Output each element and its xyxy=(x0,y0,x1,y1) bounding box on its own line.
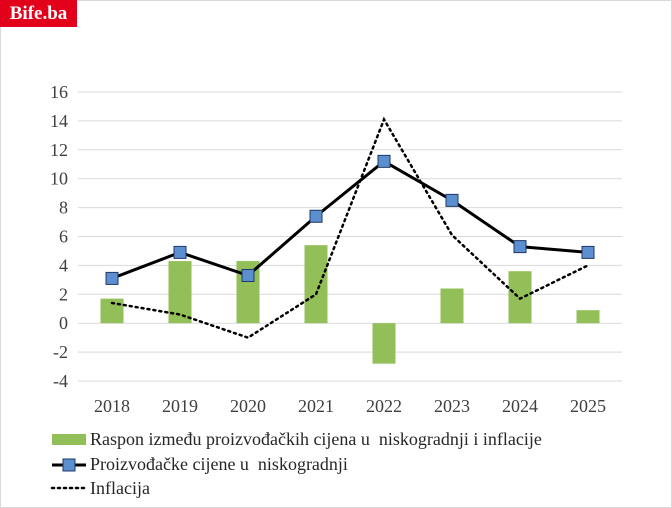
producer-prices-line xyxy=(111,159,589,280)
y-tick-label: 0 xyxy=(59,313,68,333)
y-tick-label: 16 xyxy=(50,82,68,102)
bar xyxy=(372,323,396,364)
producer-prices-point xyxy=(445,193,459,207)
y-tick-label: 12 xyxy=(50,140,68,160)
legend-label: Raspon između proizvođačkih cijena u nis… xyxy=(90,429,542,449)
x-tick-label: 2025 xyxy=(570,396,606,416)
line-series xyxy=(105,116,595,340)
y-tick-label: 4 xyxy=(59,255,68,275)
y-tick-label: 8 xyxy=(59,198,68,218)
x-tick-label: 2020 xyxy=(230,396,266,416)
y-axis: 16 14 12 10 8 6 4 2 0 -2 -4 xyxy=(50,82,68,391)
bar xyxy=(508,271,532,324)
legend-marker-swatch xyxy=(62,458,76,472)
bar-series xyxy=(100,245,600,364)
producer-prices-point xyxy=(309,209,323,223)
legend-label: Proizvođačke cijene u niskogradnji xyxy=(90,454,348,474)
brand-logo: Bife.ba xyxy=(0,0,77,27)
y-tick-label: 10 xyxy=(50,169,68,189)
y-tick-label: 14 xyxy=(50,111,68,131)
x-tick-label: 2022 xyxy=(366,396,402,416)
producer-prices-point xyxy=(105,271,119,285)
bar xyxy=(576,310,600,324)
y-tick-label: -2 xyxy=(53,342,68,362)
producer-prices-point xyxy=(513,240,527,254)
bar xyxy=(168,261,192,324)
bar xyxy=(440,288,464,324)
producer-prices-point xyxy=(581,245,595,259)
producer-prices-point xyxy=(173,245,187,259)
y-tick-label: 6 xyxy=(59,227,68,247)
x-tick-label: 2019 xyxy=(162,396,198,416)
x-tick-label: 2021 xyxy=(298,396,334,416)
gridlines xyxy=(78,91,622,382)
x-axis: 2018 2019 2020 2021 2022 2023 2024 2025 xyxy=(94,396,606,416)
producer-prices-point xyxy=(241,269,255,283)
producer-prices-point xyxy=(377,154,391,168)
x-tick-label: 2018 xyxy=(94,396,130,416)
y-tick-label: 2 xyxy=(59,284,68,304)
legend-bar-swatch xyxy=(52,434,86,445)
legend: Raspon između proizvođačkih cijena u nis… xyxy=(50,429,542,498)
x-tick-label: 2024 xyxy=(502,396,538,416)
y-tick-label: -4 xyxy=(53,371,68,391)
x-tick-label: 2023 xyxy=(434,396,470,416)
inflation-line xyxy=(110,116,590,340)
legend-label: Inflacija xyxy=(90,478,150,498)
bar xyxy=(304,245,328,324)
